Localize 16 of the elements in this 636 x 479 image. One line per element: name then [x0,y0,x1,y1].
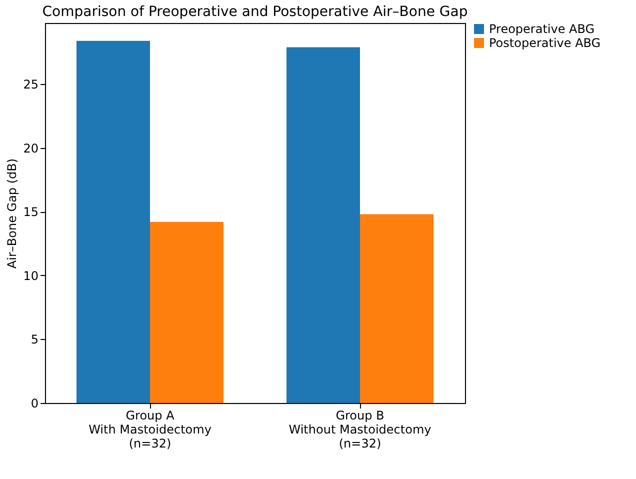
y-tick-label: 5 [30,332,38,347]
legend-label: Preoperative ABG [489,22,595,36]
y-tick-label: 20 [23,141,38,156]
bar [360,214,434,403]
bar [150,222,224,403]
y-axis-title: Air–Bone Gap (dB) [5,158,20,269]
y-tick-label: 25 [23,78,38,92]
y-tick-label: 10 [23,268,38,283]
chart-title: Comparison of Preoperative and Postoperative Air–Bone Gap [42,4,468,20]
legend-label: Postoperative ABG [489,36,601,50]
bar [286,47,360,403]
x-tick-label: Group A With Mastoidectomy (n=32) [88,408,212,450]
x-tick-label: Group B Without Mastoidectomy (n=32) [288,408,432,450]
y-tick-label: 15 [23,205,38,220]
bar [76,40,150,403]
y-tick-label: 0 [30,396,38,410]
